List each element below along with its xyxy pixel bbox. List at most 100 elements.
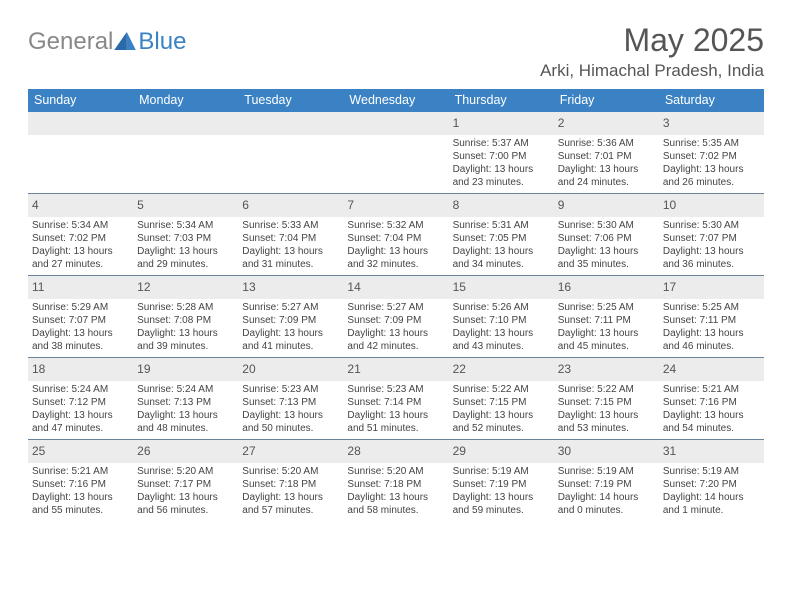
- sunset: Sunset: 7:16 PM: [663, 396, 760, 409]
- day-number: 16: [558, 280, 571, 294]
- day-cell: 14 Sunrise: 5:27 AMSunset: 7:09 PMDayligh…: [343, 276, 448, 357]
- dow-wednesday: Wednesday: [343, 89, 448, 112]
- sunrise: Sunrise: 5:30 AM: [663, 219, 760, 232]
- day-number-row: [343, 112, 448, 135]
- sunrise: Sunrise: 5:34 AM: [32, 219, 129, 232]
- logo: General Blue: [28, 22, 186, 56]
- day-data: Sunrise: 5:21 AMSunset: 7:16 PMDaylight:…: [659, 381, 764, 439]
- day-number-row: 2: [554, 112, 659, 135]
- day-data: Sunrise: 5:27 AMSunset: 7:09 PMDaylight:…: [343, 299, 448, 357]
- sunrise: Sunrise: 5:21 AM: [663, 383, 760, 396]
- sunrise: Sunrise: 5:32 AM: [347, 219, 444, 232]
- day-data: Sunrise: 5:21 AMSunset: 7:16 PMDaylight:…: [28, 463, 133, 521]
- day-cell: 6Sunrise: 5:33 AMSunset: 7:04 PMDaylight…: [238, 194, 343, 275]
- sunset: Sunset: 7:18 PM: [347, 478, 444, 491]
- day-number-row: 10: [659, 194, 764, 217]
- day-data: Sunrise: 5:22 AMSunset: 7:15 PMDaylight:…: [449, 381, 554, 439]
- day-data: Sunrise: 5:20 AMSunset: 7:18 PMDaylight:…: [238, 463, 343, 521]
- dow-saturday: Saturday: [659, 89, 764, 112]
- day-number-row: 27: [238, 440, 343, 463]
- day-number: 15: [453, 280, 466, 294]
- day-cell: 11Sunrise: 5:29 AMSunset: 7:07 PMDayligh…: [28, 276, 133, 357]
- day-number-row: 23: [554, 358, 659, 381]
- month-title: May 2025: [540, 22, 764, 59]
- day-data: Sunrise: 5:35 AMSunset: 7:02 PMDaylight:…: [659, 135, 764, 193]
- sunrise: Sunrise: 5:29 AM: [32, 301, 129, 314]
- day-number-row: 9: [554, 194, 659, 217]
- sunrise: Sunrise: 5:34 AM: [137, 219, 234, 232]
- day-number: 14: [347, 280, 360, 294]
- day-cell: 30Sunrise: 5:19 AMSunset: 7:19 PMDayligh…: [554, 440, 659, 521]
- day-number-row: 6: [238, 194, 343, 217]
- day-cell: 23Sunrise: 5:22 AMSunset: 7:15 PMDayligh…: [554, 358, 659, 439]
- sunset: Sunset: 7:20 PM: [663, 478, 760, 491]
- day-data: Sunrise: 5:26 AMSunset: 7:10 PMDaylight:…: [449, 299, 554, 357]
- daylight: Daylight: 13 hours and 29 minutes.: [137, 245, 234, 271]
- sunrise: Sunrise: 5:23 AM: [347, 383, 444, 396]
- dow-monday: Monday: [133, 89, 238, 112]
- day-number: 3: [663, 116, 670, 130]
- day-data: Sunrise: 5:20 AMSunset: 7:17 PMDaylight:…: [133, 463, 238, 521]
- day-cell: [28, 112, 133, 193]
- day-data: Sunrise: 5:23 AMSunset: 7:14 PMDaylight:…: [343, 381, 448, 439]
- day-cell: 15 Sunrise: 5:26 AMSunset: 7:10 PMDayligh…: [449, 276, 554, 357]
- sunrise: Sunrise: 5:20 AM: [137, 465, 234, 478]
- day-cell: 12 Sunrise: 5:28 AMSunset: 7:08 PMDayligh…: [133, 276, 238, 357]
- day-number-row: 25: [28, 440, 133, 463]
- day-of-week-header: Sunday Monday Tuesday Wednesday Thursday…: [28, 89, 764, 112]
- sunrise: Sunrise: 5:28 AM: [137, 301, 234, 314]
- day-number-row: 15: [449, 276, 554, 299]
- day-number-row: 14: [343, 276, 448, 299]
- day-number: 27: [242, 444, 255, 458]
- sunset: Sunset: 7:11 PM: [663, 314, 760, 327]
- week-row: 1Sunrise: 5:37 AMSunset: 7:00 PMDaylight…: [28, 112, 764, 193]
- sunset: Sunset: 7:19 PM: [558, 478, 655, 491]
- sunset: Sunset: 7:13 PM: [137, 396, 234, 409]
- day-number-row: [133, 112, 238, 135]
- day-cell: 31Sunrise: 5:19 AMSunset: 7:20 PMDayligh…: [659, 440, 764, 521]
- sunrise: Sunrise: 5:20 AM: [347, 465, 444, 478]
- day-number: 13: [242, 280, 255, 294]
- day-number-row: 13: [238, 276, 343, 299]
- day-data: Sunrise: 5:19 AMSunset: 7:20 PMDaylight:…: [659, 463, 764, 521]
- week-row: 18Sunrise: 5:24 AMSunset: 7:12 PMDayligh…: [28, 357, 764, 439]
- daylight: Daylight: 13 hours and 46 minutes.: [663, 327, 760, 353]
- daylight: Daylight: 13 hours and 53 minutes.: [558, 409, 655, 435]
- sunset: Sunset: 7:15 PM: [453, 396, 550, 409]
- day-data: Sunrise: 5:30 AMSunset: 7:06 PMDaylight:…: [554, 217, 659, 275]
- day-number: 12: [137, 280, 150, 294]
- day-data: [28, 135, 133, 141]
- day-cell: 25Sunrise: 5:21 AMSunset: 7:16 PMDayligh…: [28, 440, 133, 521]
- daylight: Daylight: 13 hours and 31 minutes.: [242, 245, 339, 271]
- sunset: Sunset: 7:07 PM: [32, 314, 129, 327]
- day-cell: 10Sunrise: 5:30 AMSunset: 7:07 PMDayligh…: [659, 194, 764, 275]
- logo-text-1: General: [28, 28, 113, 56]
- day-cell: 24Sunrise: 5:21 AMSunset: 7:16 PMDayligh…: [659, 358, 764, 439]
- day-cell: [343, 112, 448, 193]
- day-cell: 19Sunrise: 5:24 AMSunset: 7:13 PMDayligh…: [133, 358, 238, 439]
- daylight: Daylight: 13 hours and 55 minutes.: [32, 491, 129, 517]
- day-cell: 3 Sunrise: 5:35 AMSunset: 7:02 PMDaylight…: [659, 112, 764, 193]
- day-cell: [238, 112, 343, 193]
- daylight: Daylight: 13 hours and 39 minutes.: [137, 327, 234, 353]
- day-data: Sunrise: 5:24 AMSunset: 7:13 PMDaylight:…: [133, 381, 238, 439]
- day-data: Sunrise: 5:31 AMSunset: 7:05 PMDaylight:…: [449, 217, 554, 275]
- day-number: 23: [558, 362, 571, 376]
- day-number: 22: [453, 362, 466, 376]
- sunset: Sunset: 7:03 PM: [137, 232, 234, 245]
- day-number-row: 17: [659, 276, 764, 299]
- sunset: Sunset: 7:08 PM: [137, 314, 234, 327]
- day-number-row: 12: [133, 276, 238, 299]
- day-number-row: 11: [28, 276, 133, 299]
- day-data: Sunrise: 5:33 AMSunset: 7:04 PMDaylight:…: [238, 217, 343, 275]
- sunrise: Sunrise: 5:27 AM: [347, 301, 444, 314]
- day-cell: 27 Sunrise: 5:20 AMSunset: 7:18 PMDayligh…: [238, 440, 343, 521]
- daylight: Daylight: 13 hours and 41 minutes.: [242, 327, 339, 353]
- day-data: Sunrise: 5:34 AMSunset: 7:03 PMDaylight:…: [133, 217, 238, 275]
- day-number-row: 16: [554, 276, 659, 299]
- location: Arki, Himachal Pradesh, India: [540, 61, 764, 81]
- day-number: 9: [558, 198, 565, 212]
- daylight: Daylight: 13 hours and 34 minutes.: [453, 245, 550, 271]
- sunrise: Sunrise: 5:27 AM: [242, 301, 339, 314]
- sunrise: Sunrise: 5:22 AM: [558, 383, 655, 396]
